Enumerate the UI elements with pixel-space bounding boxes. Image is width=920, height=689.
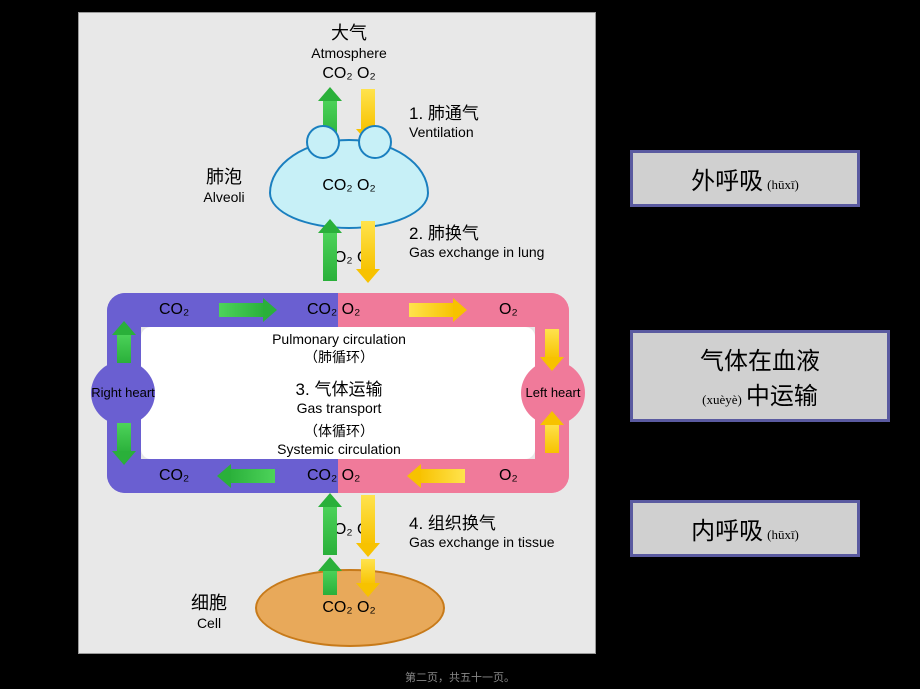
pulm-cn: （肺循环） bbox=[239, 347, 439, 367]
step4-label: 4. 组织换气 Gas exchange in tissue bbox=[409, 509, 579, 550]
step2-cn: 2. 肺换气 bbox=[409, 219, 579, 244]
arrow-cell-dn bbox=[361, 559, 375, 585]
arrow-top-rt-y bbox=[409, 303, 455, 317]
step4-en: Gas exchange in tissue bbox=[409, 534, 579, 550]
step3-en: Gas transport bbox=[239, 400, 439, 416]
alveoli-cn: 肺泡 bbox=[179, 163, 269, 189]
bot-co2: CO₂ bbox=[159, 467, 189, 485]
step1-en: Ventilation bbox=[409, 124, 569, 140]
box2-line2: 中运输 bbox=[746, 384, 818, 410]
atmosphere-label: 大气 Atmosphere bbox=[299, 19, 399, 61]
arrow-cell-up bbox=[323, 569, 337, 595]
syst-cn: （体循环） bbox=[239, 421, 439, 441]
arrow-top-rt-g bbox=[219, 303, 265, 317]
arrow-tissue-up bbox=[323, 505, 337, 555]
step3-cn: 3. 气体运输 bbox=[239, 375, 439, 400]
box1-main: 外呼吸 bbox=[691, 169, 763, 195]
step3-label: 3. 气体运输 Gas transport bbox=[239, 375, 439, 416]
arrow-left-dn bbox=[117, 423, 131, 453]
cell-gas: CO₂ O₂ bbox=[301, 599, 397, 617]
step1-label: 1. 肺通气 Ventilation bbox=[409, 99, 569, 140]
diagram-canvas: 大气 Atmosphere CO₂ O₂ 1. 肺通气 Ventilation … bbox=[79, 13, 595, 653]
step4-gas: CO₂ O₂ bbox=[301, 521, 397, 539]
cell-en: Cell bbox=[169, 615, 249, 631]
box1-pinyin: (hūxī) bbox=[767, 177, 799, 192]
top-center-gas: CO₂ O₂ bbox=[307, 301, 360, 319]
box-blood-transport: 气体在血液 (xuèyè) 中运输 bbox=[630, 330, 890, 422]
cell-label: 细胞 Cell bbox=[169, 589, 249, 631]
syst-en: Systemic circulation bbox=[239, 441, 439, 457]
arrow-right-up bbox=[545, 423, 559, 453]
top-co2: CO₂ bbox=[159, 301, 189, 319]
top-o2: O₂ bbox=[499, 301, 518, 319]
pulm-en: Pulmonary circulation bbox=[239, 331, 439, 347]
atmosphere-en: Atmosphere bbox=[299, 45, 399, 61]
pulm-label: Pulmonary circulation （肺循环） bbox=[239, 331, 439, 367]
box-external-resp: 外呼吸 (hūxī) bbox=[630, 150, 860, 207]
box2-line1: 气体在血液 bbox=[647, 341, 873, 376]
box3-main: 内呼吸 bbox=[691, 519, 763, 545]
step4-cn: 4. 组织换气 bbox=[409, 509, 579, 534]
bot-center-gas: CO₂ O₂ bbox=[307, 467, 360, 485]
alveoli-en: Alveoli bbox=[179, 189, 269, 205]
arrow-tissue-dn bbox=[361, 495, 375, 545]
syst-label: （体循环） Systemic circulation bbox=[239, 421, 439, 457]
atmosphere-cn: 大气 bbox=[299, 19, 399, 45]
atmosphere-gas: CO₂ O₂ bbox=[301, 65, 397, 83]
arrow-left-up bbox=[117, 333, 131, 363]
box-internal-resp: 内呼吸 (hūxī) bbox=[630, 500, 860, 557]
bot-o2: O₂ bbox=[499, 467, 518, 485]
alveoli-label: 肺泡 Alveoli bbox=[179, 163, 269, 205]
right-heart: Right heart bbox=[91, 361, 155, 425]
page-footer: 第二页，共五十一页。 bbox=[0, 669, 920, 685]
alveoli-gas: CO₂ O₂ bbox=[301, 177, 397, 195]
respiration-diagram: 大气 Atmosphere CO₂ O₂ 1. 肺通气 Ventilation … bbox=[78, 12, 596, 654]
step1-cn: 1. 肺通气 bbox=[409, 99, 569, 124]
arrow-right-dn bbox=[545, 329, 559, 359]
step2-gas: CO₂ O₂ bbox=[301, 249, 397, 267]
arrow-lung-up bbox=[323, 231, 337, 281]
arrow-lung-dn bbox=[361, 221, 375, 271]
box3-pinyin: (hūxī) bbox=[767, 527, 799, 542]
step2-en: Gas exchange in lung bbox=[409, 244, 579, 260]
box2-pinyin: (xuèyè) bbox=[702, 392, 742, 407]
arrow-bot-lt-y bbox=[419, 469, 465, 483]
step2-label: 2. 肺换气 Gas exchange in lung bbox=[409, 219, 579, 260]
arrow-bot-lt-g bbox=[229, 469, 275, 483]
cell-cn: 细胞 bbox=[169, 589, 249, 615]
